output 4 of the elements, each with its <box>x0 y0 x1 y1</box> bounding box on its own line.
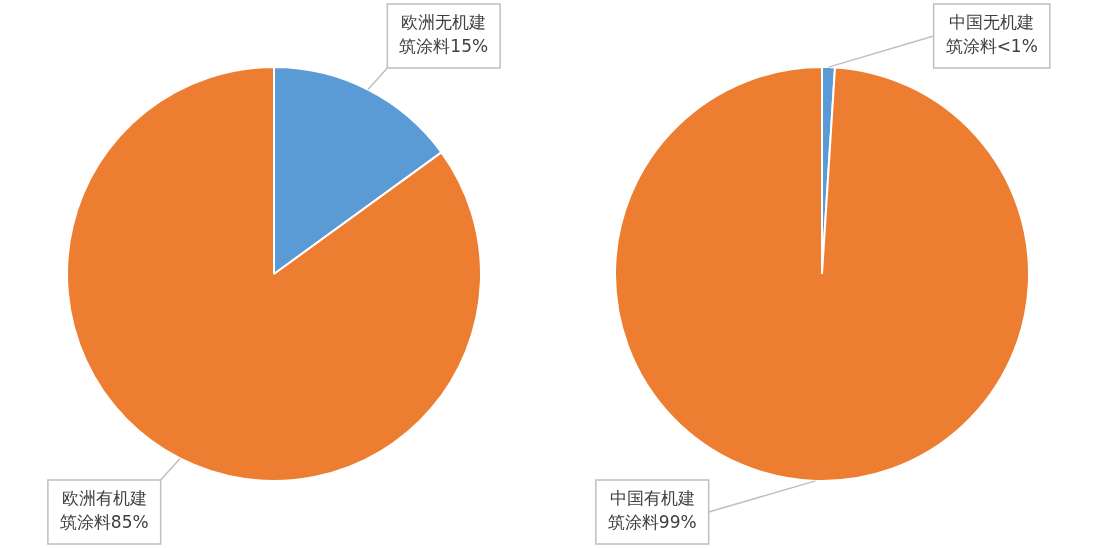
slice-label: 中国有机建筑涂料99% <box>607 488 697 533</box>
slice-label: 欧洲无机建筑涂料15% <box>399 12 489 57</box>
slice-label: 欧洲有机建筑涂料85% <box>59 488 149 533</box>
slice-label: 中国无机建筑涂料<1% <box>945 12 1038 57</box>
